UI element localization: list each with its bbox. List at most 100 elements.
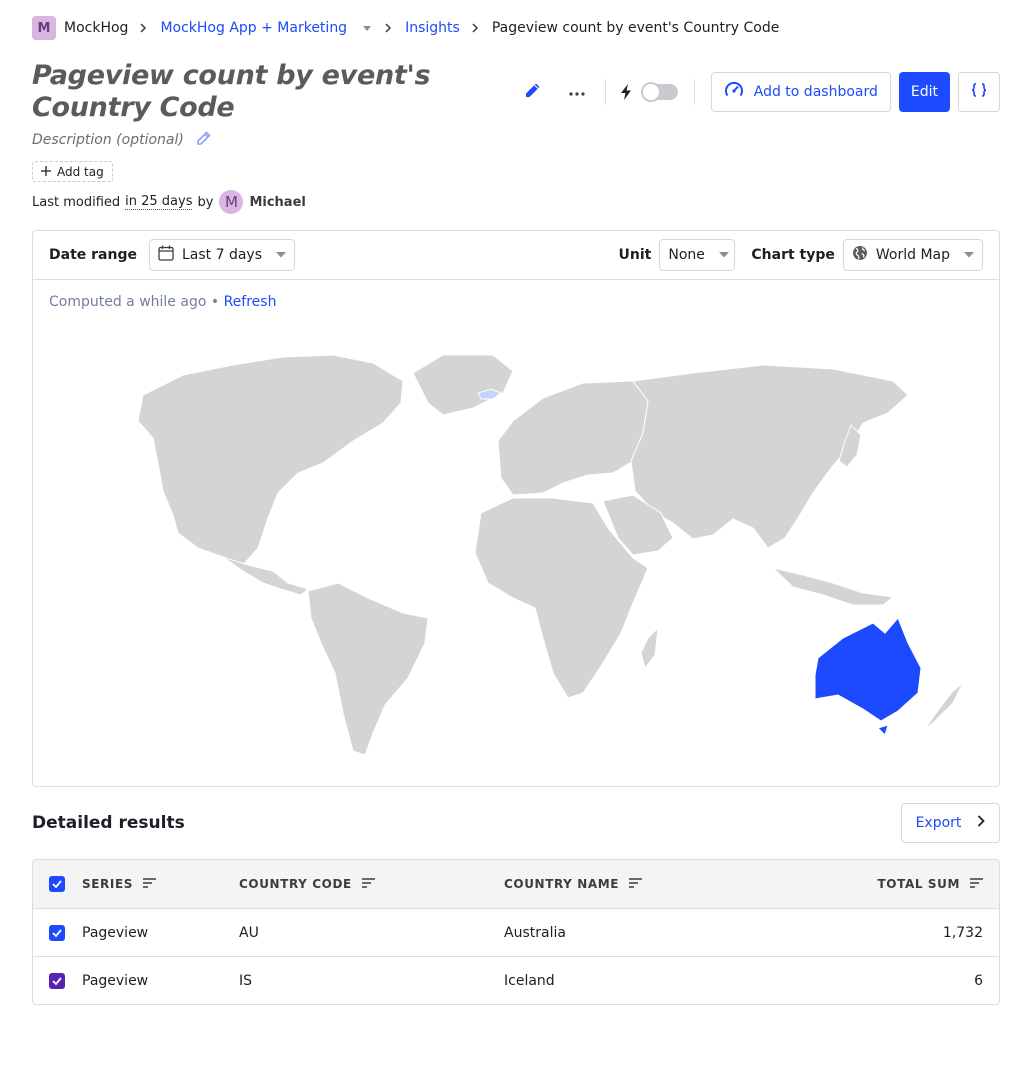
page-title[interactable]: Pageview count by event's Country Code: [32, 60, 431, 123]
unit-label: Unit: [618, 247, 652, 263]
results-table: SERIES COUNTRY CODE COUNTRY NAME TOTAL S…: [32, 859, 1000, 1005]
unit-select[interactable]: None: [659, 239, 736, 271]
table-row: Pageview AU Australia 1,732: [33, 908, 999, 956]
unit-value: None: [668, 247, 705, 263]
cell-country-name: Australia: [504, 924, 566, 941]
cell-country-code: IS: [239, 972, 253, 989]
export-button[interactable]: Export: [901, 803, 1000, 843]
caret-down-icon: [964, 252, 974, 258]
chevron-right-icon: [977, 815, 986, 831]
breadcrumb-project[interactable]: MockHog App + Marketing: [160, 20, 348, 36]
computed-status: Computed a while ago • Refresh: [49, 294, 276, 310]
sort-icon: [143, 877, 156, 891]
row-checkbox[interactable]: [49, 972, 65, 989]
export-label: Export: [915, 815, 962, 831]
sort-icon: [970, 877, 983, 891]
pencil-icon[interactable]: [196, 130, 212, 150]
column-series[interactable]: SERIES: [82, 877, 239, 891]
country-indonesia: [771, 567, 895, 606]
add-tag-label: Add tag: [57, 164, 104, 179]
org-avatar[interactable]: M: [32, 16, 56, 40]
breadcrumb-insights[interactable]: Insights: [405, 20, 460, 36]
cell-country-code: AU: [239, 924, 259, 941]
cell-country-name: Iceland: [504, 972, 555, 989]
chevron-right-icon: [128, 23, 158, 33]
table-row: Pageview IS Iceland 6: [33, 956, 999, 1004]
cell-total-sum: 1,732: [942, 924, 983, 941]
country-madagascar: [640, 626, 659, 670]
world-map: [137, 354, 963, 756]
table-header: SERIES COUNTRY CODE COUNTRY NAME TOTAL S…: [33, 860, 999, 908]
country-japan: [838, 424, 862, 468]
modified-time: in 25 days: [125, 194, 193, 210]
column-total-sum[interactable]: TOTAL SUM: [784, 877, 999, 891]
globe-icon: [852, 245, 868, 265]
caret-down-icon: [275, 252, 286, 258]
filter-bar: Date range Last 7 days Unit None Chart t…: [33, 231, 999, 280]
cell-total-sum: 6: [974, 972, 983, 989]
rename-button[interactable]: [513, 72, 553, 112]
last-modified: Last modified in 25 days by M Michael: [32, 190, 306, 214]
pencil-icon: [523, 80, 543, 104]
code-button[interactable]: [958, 72, 1000, 112]
description-field[interactable]: Description (optional): [32, 130, 212, 150]
ellipsis-icon: [569, 84, 585, 100]
chart-type-label: Chart type: [751, 247, 835, 263]
chart-type-value: World Map: [875, 247, 950, 263]
insight-panel: Date range Last 7 days Unit None Chart t…: [32, 230, 1000, 787]
braces-icon: [971, 83, 987, 101]
calendar-icon: [158, 245, 174, 265]
refresh-link[interactable]: Refresh: [223, 294, 277, 310]
more-button[interactable]: [557, 72, 597, 112]
modified-prefix: Last modified: [32, 194, 121, 210]
edit-button[interactable]: Edit: [898, 72, 950, 112]
description-placeholder: Description (optional): [32, 132, 184, 148]
country-africa: [474, 497, 649, 699]
lightning-icon: [620, 84, 632, 100]
divider: [693, 79, 695, 105]
chevron-right-icon: [460, 23, 490, 33]
country-central-america: [222, 556, 310, 596]
toggle-knob: [640, 82, 661, 102]
country-iceland[interactable]: [477, 388, 503, 400]
divider: [604, 79, 606, 105]
column-country-code[interactable]: COUNTRY CODE: [239, 877, 504, 891]
autorefresh-toggle[interactable]: [640, 82, 678, 102]
results-title: Detailed results: [32, 813, 185, 833]
cell-series: Pageview: [82, 972, 149, 989]
date-range-value: Last 7 days: [181, 247, 262, 263]
add-to-dashboard-label: Add to dashboard: [753, 84, 878, 100]
caret-down-icon: [718, 252, 729, 258]
bullet: •: [210, 294, 220, 310]
chart-type-select[interactable]: World Map: [842, 239, 983, 271]
country-north-america: [137, 354, 404, 566]
country-south-america: [307, 582, 429, 756]
column-country-name[interactable]: COUNTRY NAME: [504, 877, 784, 891]
dashboard-gauge-icon: [724, 80, 744, 104]
breadcrumb: M MockHog MockHog App + Marketing Insigh…: [32, 16, 779, 40]
user-name: Michael: [249, 194, 306, 210]
country-australia[interactable]: [814, 617, 922, 736]
computed-text: Computed a while ago: [49, 294, 207, 310]
add-to-dashboard-button[interactable]: Add to dashboard: [710, 72, 891, 112]
row-checkbox[interactable]: [49, 924, 65, 941]
sort-icon: [629, 877, 643, 891]
sort-icon: [361, 877, 375, 891]
date-range-label: Date range: [49, 247, 137, 263]
add-tag-button[interactable]: Add tag: [32, 161, 113, 182]
country-europe: [497, 380, 649, 496]
modified-by: by: [197, 194, 214, 210]
breadcrumb-current: Pageview count by event's Country Code: [491, 20, 780, 36]
select-all-checkbox[interactable]: [49, 876, 65, 892]
country-greenland: [412, 354, 514, 416]
date-range-select[interactable]: Last 7 days: [148, 239, 295, 271]
plus-icon: [41, 165, 51, 179]
cell-series: Pageview: [82, 924, 149, 941]
caret-down-icon[interactable]: [355, 23, 379, 33]
avatar: M: [219, 190, 244, 214]
country-new-zealand: [924, 682, 963, 730]
header-actions: Add to dashboard Edit: [513, 72, 1000, 112]
breadcrumb-org[interactable]: MockHog: [64, 20, 129, 36]
chevron-right-icon: [373, 23, 403, 33]
country-asia: [630, 364, 909, 549]
